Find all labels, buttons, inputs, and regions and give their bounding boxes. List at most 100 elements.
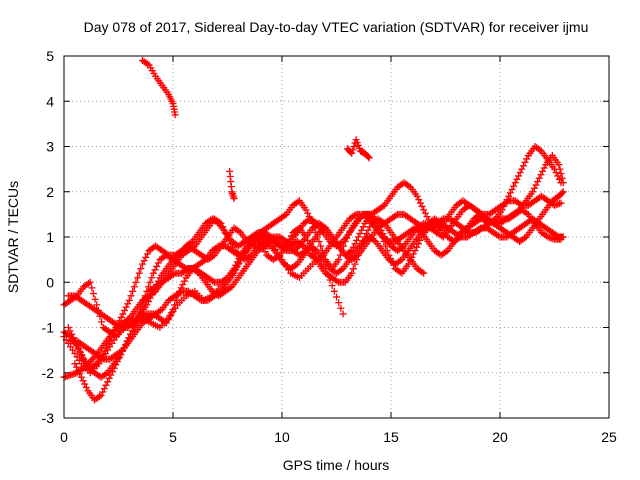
data-point	[328, 282, 336, 290]
data-point	[535, 174, 543, 182]
y-tick-label: 1	[46, 229, 54, 245]
data-point	[176, 288, 184, 296]
data-point	[81, 380, 89, 388]
data-point	[102, 381, 110, 389]
data-point	[113, 357, 121, 365]
data-point	[315, 238, 323, 246]
data-point	[104, 340, 112, 348]
data-point	[521, 158, 529, 166]
data-point	[91, 295, 99, 303]
data-point	[76, 347, 84, 355]
data-point	[148, 291, 156, 299]
data-point	[66, 327, 74, 335]
data-point	[420, 269, 428, 277]
data-point	[350, 212, 358, 220]
data-point	[200, 257, 208, 265]
data-point	[494, 232, 502, 240]
data-point	[156, 307, 164, 315]
data-point	[111, 327, 119, 335]
data-point	[79, 354, 87, 362]
data-point	[317, 242, 325, 250]
series-track-2	[343, 136, 373, 162]
data-point	[498, 206, 506, 214]
data-point	[559, 188, 567, 196]
data-point	[226, 284, 234, 292]
data-point	[124, 316, 132, 324]
data-point	[320, 223, 328, 231]
data-point	[470, 205, 478, 213]
data-point	[162, 319, 170, 327]
data-point	[281, 245, 289, 253]
data-point	[81, 357, 89, 365]
data-point	[333, 293, 340, 301]
data-point	[166, 312, 174, 320]
data-point	[106, 337, 114, 345]
y-tick-label: 4	[46, 93, 54, 109]
series-track-8	[64, 152, 567, 381]
data-point	[103, 344, 111, 352]
data-point	[379, 202, 387, 210]
data-point	[420, 206, 428, 214]
data-point	[73, 363, 81, 371]
data-point	[164, 316, 172, 324]
data-point	[438, 216, 446, 224]
data-point	[101, 347, 109, 355]
data-point	[358, 226, 366, 234]
data-point	[442, 248, 450, 256]
data-point	[348, 269, 356, 277]
data-point	[413, 192, 421, 200]
data-point	[144, 283, 152, 291]
data-point	[143, 301, 151, 309]
data-point	[364, 226, 372, 234]
y-axis-label: SDTVAR / TECUs	[5, 181, 21, 293]
data-point	[377, 230, 385, 238]
data-point	[153, 281, 161, 289]
data-point	[146, 278, 154, 286]
y-tick-label: -1	[42, 320, 55, 336]
data-point	[148, 274, 156, 282]
data-point	[109, 330, 117, 338]
data-point	[179, 281, 187, 289]
data-point	[122, 303, 130, 311]
data-point	[235, 227, 243, 235]
data-point	[125, 296, 133, 304]
data-point	[558, 174, 566, 182]
data-points	[60, 57, 567, 404]
data-point	[76, 370, 84, 378]
data-point	[140, 257, 148, 265]
data-point	[141, 292, 149, 300]
data-point	[423, 213, 431, 221]
data-point	[135, 269, 143, 277]
data-point	[418, 268, 426, 276]
data-point	[326, 276, 334, 284]
data-point	[88, 284, 96, 292]
data-point	[532, 181, 540, 189]
data-point	[348, 149, 356, 157]
data-point	[235, 259, 243, 267]
data-point	[455, 232, 463, 240]
data-point	[85, 279, 93, 287]
data-point	[415, 196, 423, 204]
data-point	[559, 179, 567, 187]
data-point	[552, 169, 560, 177]
data-point	[365, 154, 373, 162]
data-point	[144, 297, 152, 305]
data-point	[372, 219, 380, 227]
data-point	[421, 209, 429, 217]
data-point	[281, 212, 289, 220]
data-point	[506, 189, 514, 197]
data-point	[120, 307, 128, 315]
data-point	[180, 277, 188, 285]
data-point	[398, 243, 406, 251]
x-tick-label: 5	[169, 429, 177, 445]
y-tick-label: 5	[46, 48, 54, 64]
data-point	[196, 295, 204, 303]
data-point	[130, 283, 138, 291]
data-point	[167, 309, 175, 317]
data-point	[337, 266, 345, 274]
data-point	[292, 261, 300, 269]
data-point	[143, 60, 151, 68]
data-point	[353, 252, 361, 260]
data-point	[515, 172, 523, 180]
